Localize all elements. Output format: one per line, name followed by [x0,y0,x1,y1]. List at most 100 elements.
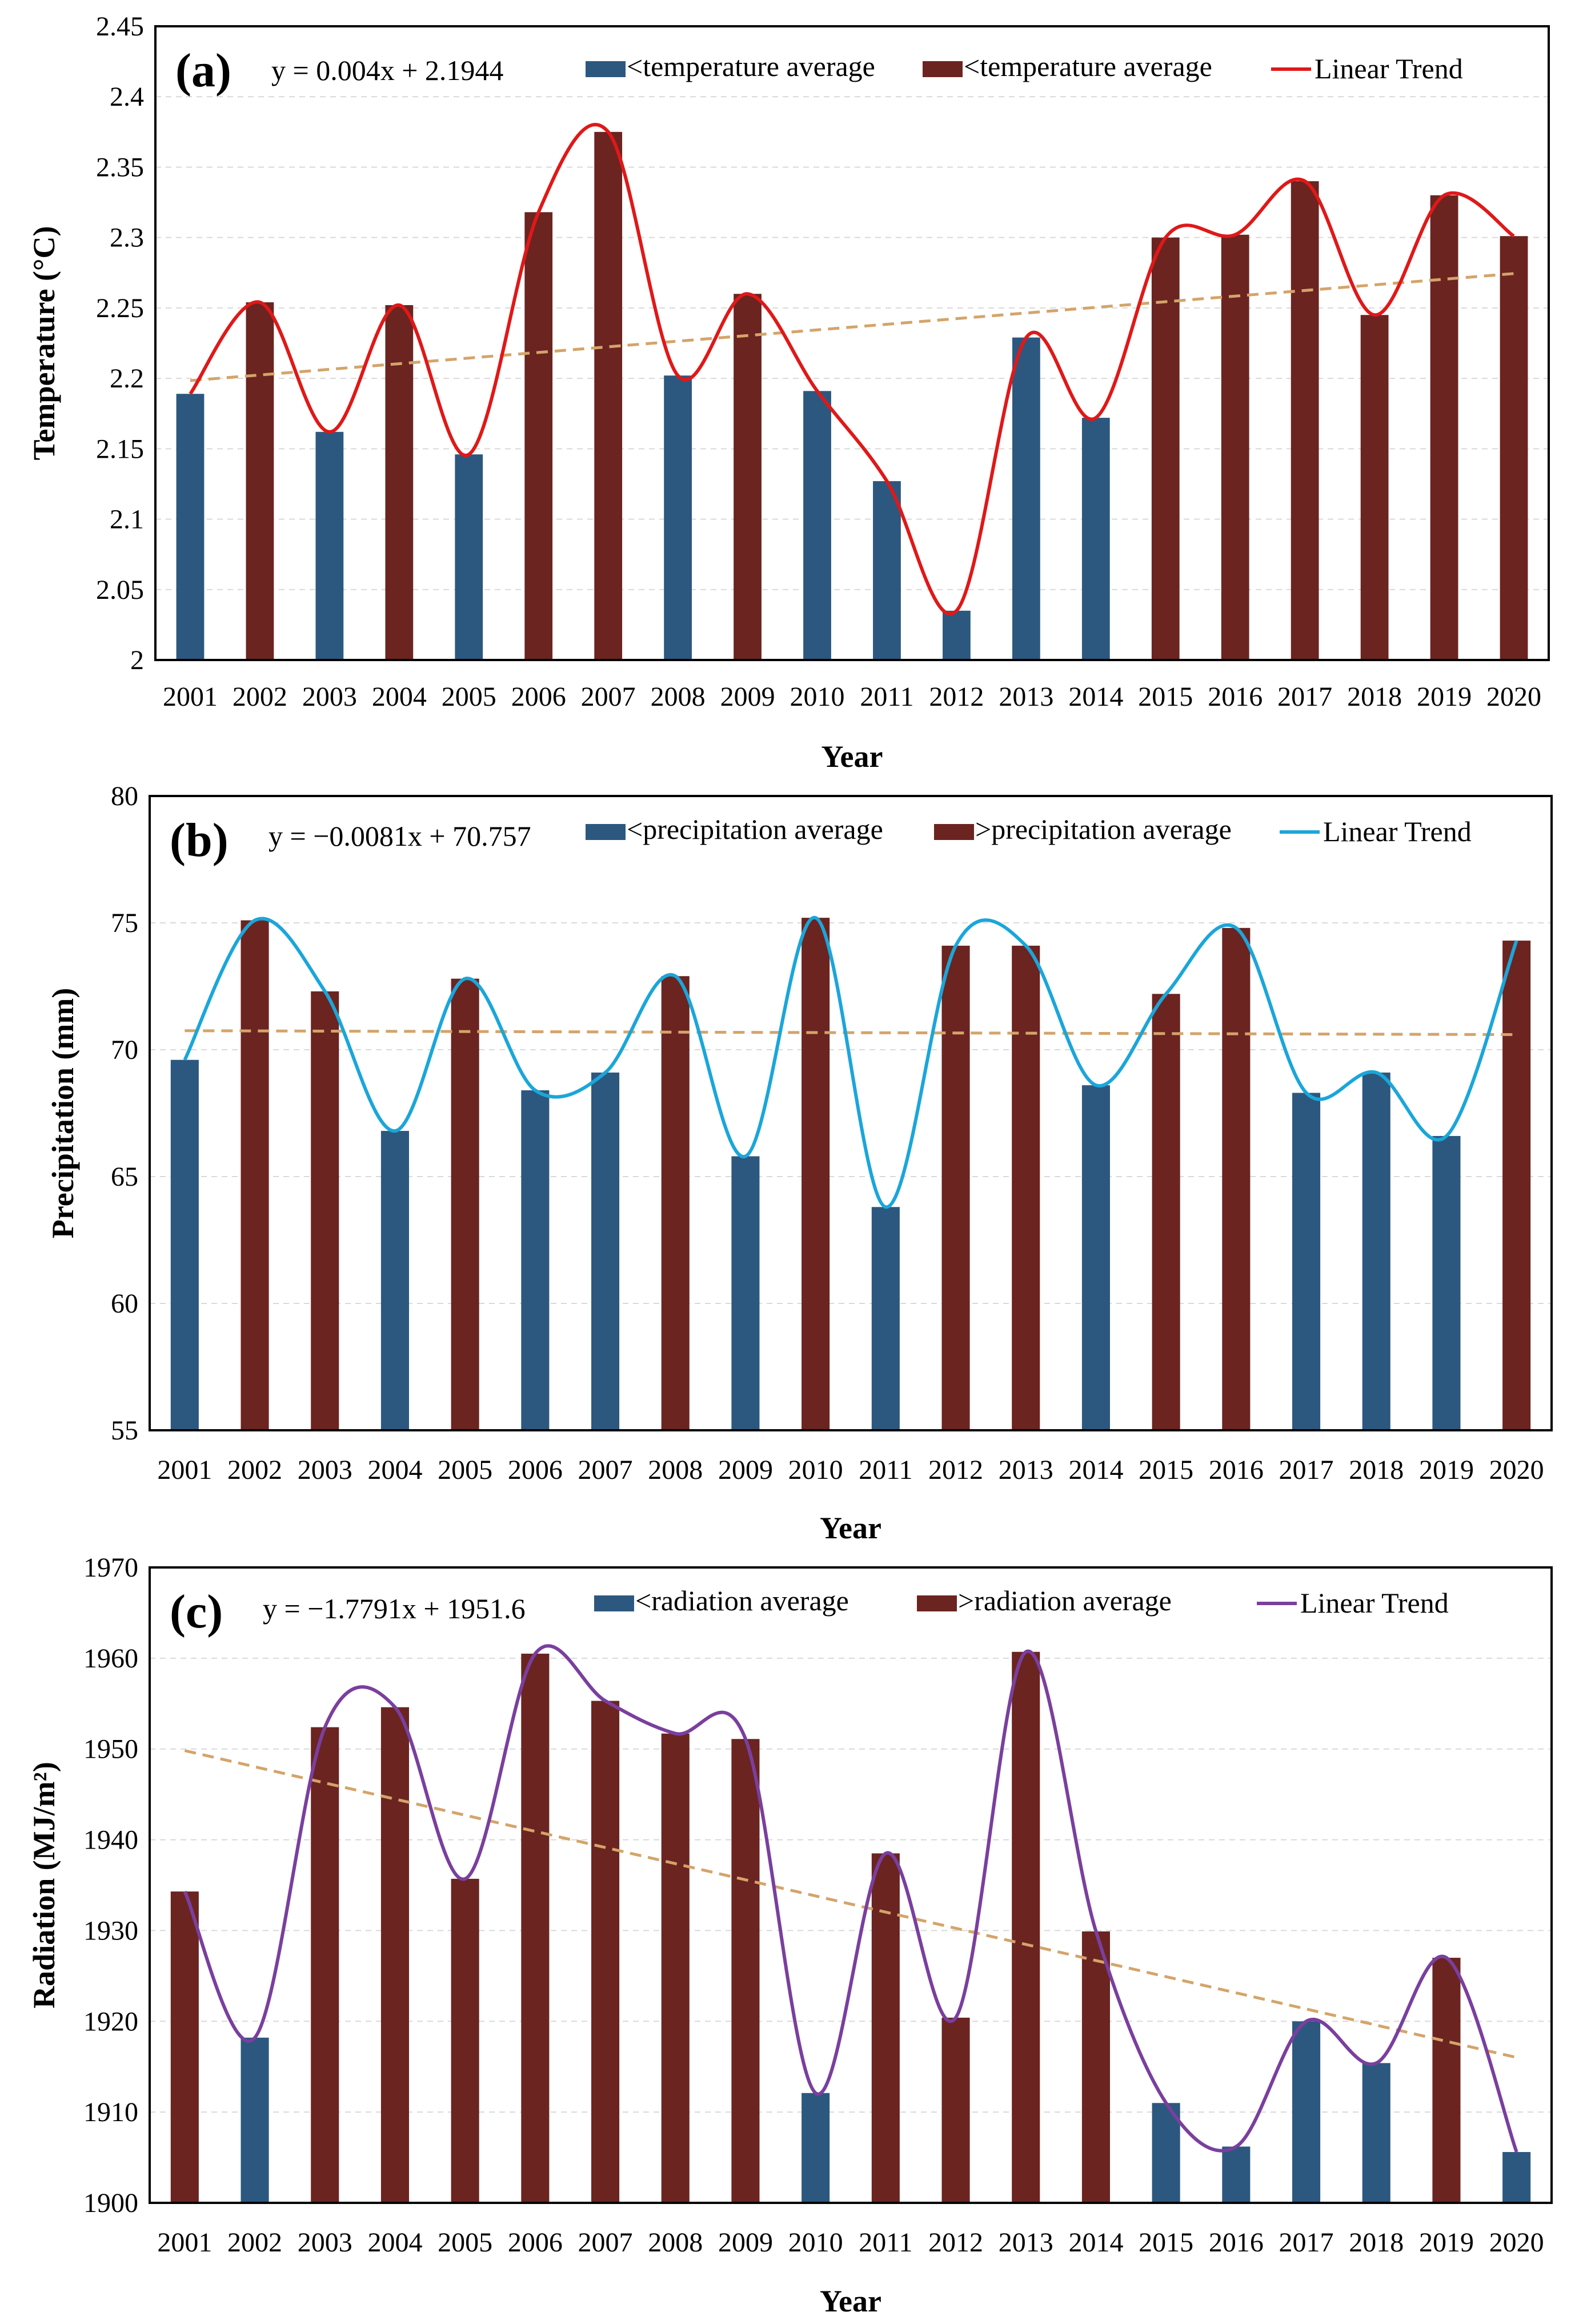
y-tick-label: 1950 [83,1734,138,1765]
x-tick-label: 2013 [999,2227,1053,2258]
x-tick-label: 2003 [298,1455,352,1485]
x-tick-label: 2018 [1349,2227,1404,2258]
bar-2016 [1222,2146,1251,2203]
x-tick-label: 2012 [928,2227,983,2258]
x-tick-label: 2003 [302,682,357,712]
bar-2011 [873,481,901,660]
bar-2011 [871,1207,900,1430]
bar-2017 [1291,181,1319,661]
bar-2001 [170,1891,199,2203]
x-tick-label: 2016 [1208,682,1263,712]
y-tick-label: 2 [130,645,144,675]
y-tick-label: 2.1 [110,505,144,535]
smoothed-series-line [183,916,1518,1209]
bar-2004 [380,1707,409,2203]
legend-swatch-above [934,824,974,840]
bar-2014 [1081,418,1110,660]
x-tick-label: 2005 [442,682,496,712]
y-tick-label: 60 [111,1289,138,1319]
legend: <radiation average >radiation average Line… [594,1585,1449,1619]
x-tick-label: 2008 [648,1455,703,1485]
bar-2006 [521,1653,550,2203]
bar-2017 [1292,1093,1321,1430]
legend: <precipitation average >precipitation ave… [586,813,1472,847]
legend-swatch-below [586,61,626,77]
x-tick-label: 2014 [1068,2227,1123,2258]
bar-2010 [803,391,831,660]
trend-equation: y = −0.0081x + 70.757 [268,820,531,852]
x-tick-label: 2014 [1068,682,1123,712]
x-tick-label: 2013 [999,1455,1053,1485]
y-tick-label: 1930 [83,1915,138,1946]
y-axis-title: Temperature (°C) [27,226,61,460]
x-tick-label: 2015 [1138,682,1193,712]
x-tick-label: 2010 [790,682,845,712]
bar-2002 [241,920,269,1430]
legend-label-above: >radiation average [958,1585,1172,1617]
y-tick-label: 55 [111,1415,138,1446]
y-tick-label: 1940 [83,1825,138,1855]
y-tick-label: 80 [111,781,138,811]
legend-label-below: <temperature average [627,50,875,82]
x-tick-label: 2012 [929,682,984,712]
x-tick-label: 2018 [1349,1455,1404,1485]
y-tick-label: 2.15 [96,434,144,464]
x-tick-label: 2003 [298,2227,352,2258]
legend: <temperature average <temperature average… [586,50,1463,85]
bar-2004 [380,1131,409,1430]
x-tick-label: 2008 [651,682,706,712]
chart-panel-3: 1900 1910 1920 1930 1940 1950 1960 1970 2001 2002… [27,1553,1553,2318]
bar-2014 [1081,1085,1110,1430]
x-tick-label: 2009 [718,2227,773,2258]
bar-2009 [731,1739,760,2203]
x-axis-title: Year [820,1511,881,1545]
panel-label: (a) [175,44,231,97]
y-tick-label: 2.3 [110,223,144,253]
x-tick-label: 2004 [367,2227,422,2258]
y-tick-label: 65 [111,1162,138,1192]
plot-frame [154,25,1550,661]
x-tick-label: 2005 [438,1455,492,1485]
legend-label-above: <temperature average [964,50,1212,82]
legend-label-line: Linear Trend [1323,815,1472,847]
bar-2012 [941,2017,970,2203]
bar-2010 [801,2093,830,2203]
y-tick-label: 1910 [83,2097,138,2127]
bar-2008 [664,375,692,660]
y-tick-label: 1960 [83,1643,138,1674]
bar-2019 [1432,1135,1461,1430]
bar-2017 [1292,2021,1321,2203]
bar-2003 [311,991,339,1430]
bar-2020 [1500,236,1528,660]
y-tick-label: 2.35 [96,152,144,182]
bar-2001 [170,1059,199,1430]
x-tick-label: 2012 [928,1455,983,1485]
bar-2007 [594,131,623,661]
bar-2001 [176,394,205,660]
y-tick-label: 2.25 [96,293,144,323]
bar-2009 [734,294,762,660]
x-tick-label: 2019 [1419,2227,1474,2258]
y-tick-label: 2.45 [96,11,144,42]
bar-2018 [1360,315,1389,660]
bar-2012 [941,945,970,1430]
bar-2007 [591,1701,620,2203]
x-tick-label: 2016 [1209,2227,1264,2258]
x-tick-label: 2008 [648,2227,703,2258]
bar-2005 [451,978,479,1430]
bar-2005 [455,454,483,660]
x-tick-label: 2009 [718,1455,773,1485]
y-tick-label: 70 [111,1035,138,1065]
bar-2010 [801,918,830,1430]
y-tick-label: 2.2 [110,363,144,394]
bar-2002 [241,2037,269,2203]
bar-2019 [1430,195,1458,660]
bar-2015 [1152,2103,1180,2203]
bar-2016 [1222,927,1251,1430]
x-tick-label: 2011 [859,2227,912,2258]
bar-2008 [661,976,690,1430]
panel-label: (b) [170,814,229,867]
chart-panel-1: 2 2.05 2.1 2.15 2.2 2.25 2.3 2.35 2.4 2.45 2001 200… [27,11,1550,774]
legend-swatch-above [917,1595,957,1611]
bar-2007 [591,1072,620,1430]
